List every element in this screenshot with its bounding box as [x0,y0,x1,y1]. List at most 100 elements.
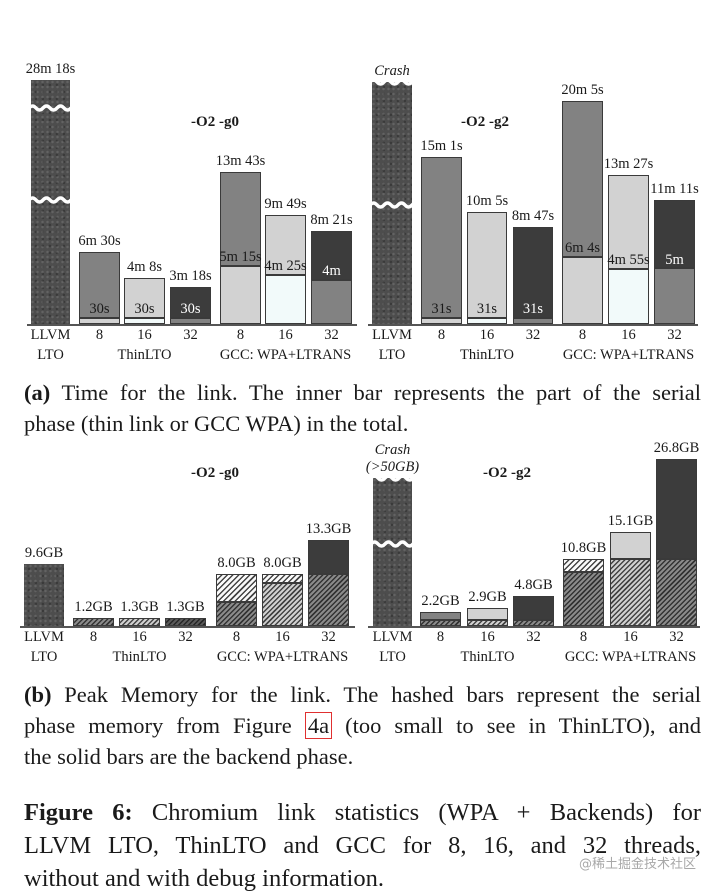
bar-segment [421,157,462,319]
bar-segment [610,558,651,626]
x-tick-label: 8 [95,327,104,343]
bar-segment [265,215,306,275]
bar-segment [216,574,257,602]
bar-segment [421,318,462,324]
x-tick-label: 32 [324,327,339,343]
x-tick-label: 16 [480,629,495,645]
serial-phase-label: 4m [322,262,341,279]
x-tick-label: LLVM [372,629,413,645]
bar-gcc-32 [656,459,697,626]
x-tick-label: LLVM [30,327,71,343]
bar-segment [562,256,603,324]
serial-phase-label: 30s [89,301,110,318]
bar-segment [24,563,64,626]
figure-caption-line1: Chromium link statistics (WPA + Backends… [132,799,701,826]
x-tick-label: 16 [137,327,152,343]
bar-segment [311,231,352,280]
bar-value-label: 8m 47s [511,207,555,224]
bar-thinlto-32 [165,617,206,626]
x-group-label: GCC: WPA+LTRANS [216,649,349,665]
bar-segment [467,619,508,626]
bar-value-label: 3m 18s [169,268,212,285]
caption-b-line1: Peak Memory for the link. The hashed bar… [51,682,701,707]
bar-thinlto-32 [513,596,554,626]
chart-title: -O2 -g0 [191,465,239,481]
x-axis-line [27,324,357,326]
bar-llvm-lto [373,478,412,626]
x-group-label: GCC: WPA+LTRANS [562,347,695,363]
bar-value-label: 8m 21s [310,212,353,229]
bar-thinlto-8 [421,157,462,324]
x-group-label: ThinLTO [117,347,172,363]
bar-thinlto-32 [513,226,553,324]
axis-break-icon [29,104,72,112]
bar-value-label: 26.8GB [653,440,700,457]
serial-phase-label: 30s [180,301,201,318]
bar-segment [513,619,554,626]
bar-value-label: 4m 8s [126,259,163,276]
bar-segment [563,571,604,626]
x-tick-label: 8 [236,327,245,343]
x-axis-line [368,626,700,628]
bar-gcc-8 [563,558,604,626]
bar-value-label: Crash [374,63,410,79]
figure-caption: Figure 6: Chromium link statistics (WPA … [24,796,701,895]
bar-segment [165,617,206,626]
bar-gcc-8 [220,171,261,324]
watermark: @稀土掘金技术社区 [578,857,696,872]
caption-a-line1: Time for the link. The inner bar represe… [50,380,701,405]
axis-break-icon [29,196,72,204]
x-tick-label: 8 [232,629,241,645]
bar-segment [656,558,697,626]
bar-gcc-16 [265,215,306,324]
bar-value-label: 2.9GB [468,588,507,605]
bar-value-label: 28m 18s [25,61,76,77]
serial-phase-label: 31s [522,301,544,318]
bar-segment [170,287,211,319]
bar-gcc-32 [308,539,349,626]
bar-segment [562,101,603,257]
x-tick-label: LTO [378,347,406,363]
bar-thinlto-32 [170,287,211,324]
caption-a-line2: phase (thin link or GCC WPA) in the tota… [24,411,409,436]
x-tick-label: LTO [379,649,406,665]
x-tick-label: 8 [89,629,98,645]
bar-gcc-32 [654,199,695,324]
bar-segment [654,199,695,269]
serial-phase-label: 6m 4s [564,239,601,256]
x-tick-label: 16 [621,327,636,343]
serial-phase-label: 4m 25s [264,257,307,274]
bar-thinlto-16 [467,212,507,324]
x-tick-label: LLVM [372,327,412,343]
bar-segment [220,265,261,324]
x-tick-label: 16 [278,327,293,343]
serial-phase-label: 4m 55s [607,252,650,269]
bar-value-label: 10.8GB [560,539,607,556]
figure-4a-link[interactable]: 4a [304,712,333,739]
x-axis-line [368,324,698,326]
x-tick-label: 16 [275,629,290,645]
x-group-label: GCC: WPA+LTRANS [219,347,352,363]
bar-gcc-32 [311,231,352,324]
bar-value-label: 15.1GB [607,512,654,529]
x-group-label: ThinLTO [460,649,515,665]
axis-break-icon [370,201,414,209]
x-tick-label: 32 [669,629,684,645]
x-tick-label: 32 [321,629,336,645]
bar-gcc-16 [608,174,649,324]
bar-segment [311,279,352,324]
x-tick-label: 16 [479,327,495,343]
x-tick-label: 8 [579,629,588,645]
caption-b-tag: (b) [24,682,52,707]
bar-segment [124,278,165,319]
serial-phase-label: 30s [134,301,155,318]
x-tick-label: 8 [578,327,587,343]
bar-value-label: 15m 1s [420,138,463,155]
x-tick-label: LTO [37,347,64,363]
bar-segment [308,573,349,626]
bar-segment [216,601,257,626]
bar-value-label: 1.2GB [74,599,113,616]
figure-caption-line3: without and with debug information. [24,865,384,892]
bar-segment [467,318,507,324]
